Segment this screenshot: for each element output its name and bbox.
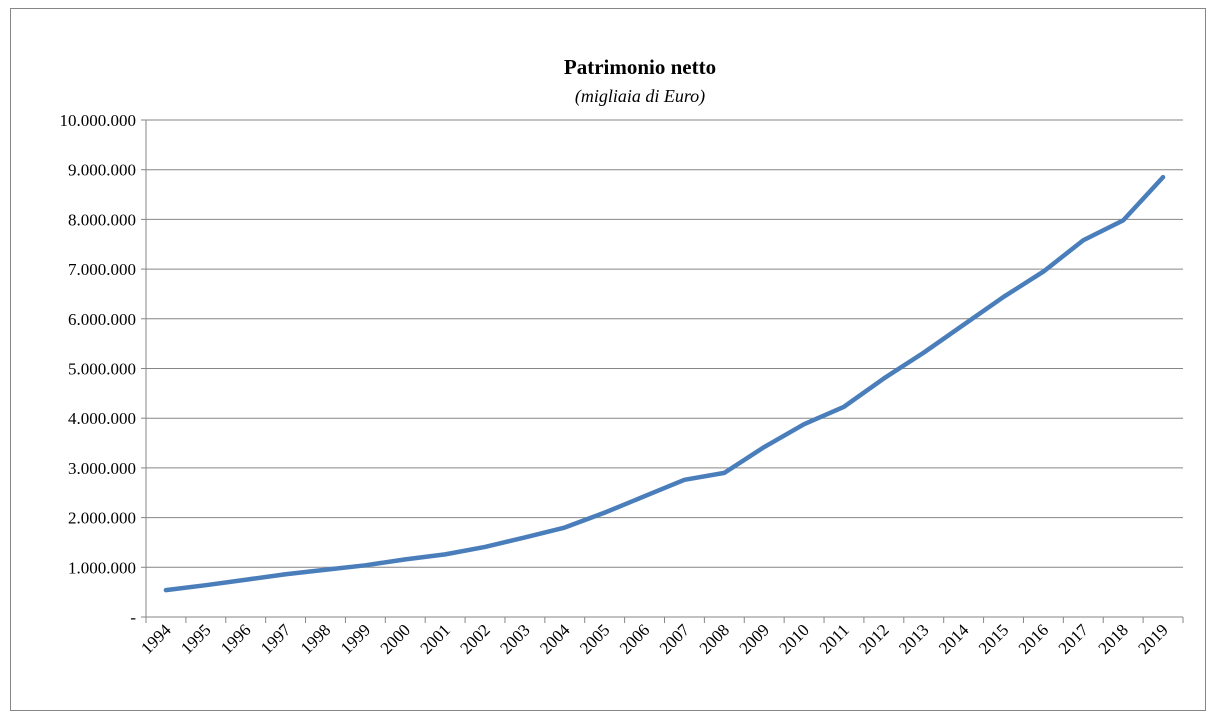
y-tick-label: 10.000.000 bbox=[60, 111, 137, 130]
data-line bbox=[163, 174, 1166, 593]
y-tick-label: 9.000.000 bbox=[68, 161, 136, 180]
y-tick-label: 5.000.000 bbox=[68, 360, 136, 379]
y-tick-label: 2.000.000 bbox=[68, 509, 136, 528]
chart-title: Patrimonio netto bbox=[564, 55, 716, 79]
chart-subtitle: (migliaia di Euro) bbox=[575, 86, 705, 107]
y-tick-label: 4.000.000 bbox=[68, 409, 136, 428]
y-tick-label: 6.000.000 bbox=[68, 310, 136, 329]
y-tick-label: 3.000.000 bbox=[68, 459, 136, 478]
y-tick-label: - bbox=[130, 608, 136, 627]
y-tick-label: 8.000.000 bbox=[68, 210, 136, 229]
y-tick-label: 1.000.000 bbox=[68, 558, 136, 577]
y-tick-label: 7.000.000 bbox=[68, 260, 136, 279]
chart-border bbox=[10, 8, 1206, 711]
